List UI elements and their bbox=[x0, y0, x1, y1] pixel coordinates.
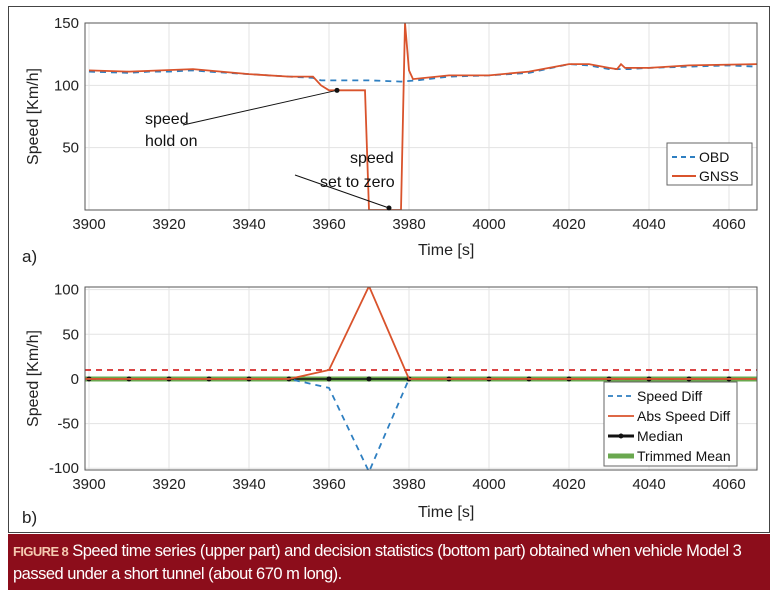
axes-box bbox=[84, 286, 758, 471]
y-tick-label: 100 bbox=[54, 282, 79, 299]
panel-label: b) bbox=[22, 508, 37, 527]
y-tick-label: 150 bbox=[54, 15, 79, 32]
series-gnss bbox=[88, 23, 757, 210]
legend-entry: Median bbox=[637, 428, 683, 444]
figure-caption: FIGURE 8 Speed time series (upper part) … bbox=[8, 534, 770, 590]
x-tick-label: 3940 bbox=[232, 476, 265, 493]
axes-box bbox=[84, 22, 758, 211]
median-marker bbox=[326, 376, 332, 382]
chart-panel-b: 3900 3920 3940 3960 3980 4000 4020 4040 4060 -100… bbox=[22, 282, 758, 527]
series-obd bbox=[88, 63, 757, 83]
x-tick-label: 3940 bbox=[232, 216, 265, 233]
annotation-text: speed bbox=[145, 111, 189, 128]
figure-frame bbox=[8, 6, 770, 533]
y-tick-label: 50 bbox=[62, 326, 79, 343]
x-tick-label: 3920 bbox=[152, 216, 185, 233]
series-abs-speed-diff bbox=[85, 287, 757, 380]
y-tick-label: -100 bbox=[49, 460, 79, 477]
x-tick-label: 4060 bbox=[712, 476, 745, 493]
x-tick-label: 4040 bbox=[632, 476, 665, 493]
series-group bbox=[88, 23, 757, 210]
x-tick-label: 4020 bbox=[552, 476, 585, 493]
x-tick-label: 3960 bbox=[312, 476, 345, 493]
caption-text: Speed time series (upper part) and decis… bbox=[13, 542, 742, 583]
legend-entry: Abs Speed Diff bbox=[637, 408, 730, 424]
legend-entry: OBD bbox=[699, 149, 729, 165]
x-axis-label: Time [s] bbox=[418, 242, 474, 259]
y-axis-label: Speed [Km/h] bbox=[25, 68, 42, 165]
y-axis-label: Speed [Km/h] bbox=[25, 330, 42, 427]
x-axis-label: Time [s] bbox=[418, 504, 474, 521]
annotation-text: hold on bbox=[145, 133, 198, 150]
x-tick-label: 3980 bbox=[392, 216, 425, 233]
x-tick-label: 3900 bbox=[72, 476, 105, 493]
x-tick-label: 4060 bbox=[712, 216, 745, 233]
y-tick-label: 100 bbox=[54, 77, 79, 94]
legend-entry: GNSS bbox=[699, 168, 739, 184]
x-tick-label: 4000 bbox=[472, 476, 505, 493]
annotation-arrow bbox=[182, 89, 338, 126]
y-tick-label: 50 bbox=[62, 140, 79, 157]
annotation-point bbox=[334, 87, 340, 93]
x-tick-label: 4040 bbox=[632, 216, 665, 233]
annotation-text: speed bbox=[350, 150, 394, 167]
x-tick-label: 3900 bbox=[72, 216, 105, 233]
annotation-text: set to zero bbox=[320, 174, 395, 191]
annotation-point bbox=[386, 205, 392, 211]
x-tick-label: 3920 bbox=[152, 476, 185, 493]
y-tick-label: 0 bbox=[71, 371, 79, 388]
x-tick-label: 4000 bbox=[472, 216, 505, 233]
x-tick-label: 3980 bbox=[392, 476, 425, 493]
panel-label: a) bbox=[22, 247, 37, 266]
series-group bbox=[85, 287, 757, 470]
plot-area bbox=[85, 23, 757, 210]
y-tick-label: -50 bbox=[57, 416, 79, 433]
legend-entry: Speed Diff bbox=[637, 388, 702, 404]
chart-panel-a: 3900 3920 3940 3960 3980 4000 4020 4040 4060 50 10… bbox=[22, 15, 758, 266]
x-tick-label: 4020 bbox=[552, 216, 585, 233]
caption-label: FIGURE 8 bbox=[13, 544, 69, 559]
x-tick-label: 3960 bbox=[312, 216, 345, 233]
legend-entry: Trimmed Mean bbox=[637, 448, 731, 464]
legend: Speed Diff Abs Speed Diff Median Trimmed Me… bbox=[603, 381, 738, 467]
annotation-arrow bbox=[294, 174, 390, 209]
legend: OBD GNSS bbox=[666, 142, 753, 186]
median-marker bbox=[366, 376, 372, 382]
